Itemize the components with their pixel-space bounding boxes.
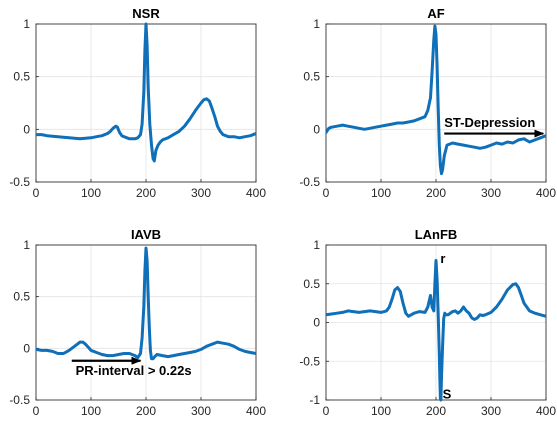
af-annotation-label: ST-Depression <box>444 115 535 130</box>
af-xtick-label: 0 <box>323 186 330 200</box>
iavb-xtick-label: 200 <box>136 404 156 418</box>
lanfb-ytick-label: -0.5 <box>299 354 320 368</box>
af-ytick-label: 1 <box>313 17 320 31</box>
iavb-ytick-label: 0.5 <box>13 290 30 304</box>
iavb-xtick-label: 400 <box>246 404 266 418</box>
lanfb-ytick-label: -1 <box>309 393 320 407</box>
lanfb-ytick-label: 0 <box>313 316 320 330</box>
panel-lanfb: 0 100 200 300 400 -1 -0.5 0 0.5 1 LAnFB r S <box>299 227 556 418</box>
lanfb-ytick-label: 0.5 <box>303 277 320 291</box>
af-ytick-label: 0 <box>313 122 320 136</box>
iavb-xtick-label: 300 <box>191 404 211 418</box>
nsr-ecg-trace <box>36 22 256 163</box>
iavb-xtick-label: 0 <box>33 404 40 418</box>
af-xtick-label: 100 <box>371 186 391 200</box>
nsr-ytick-label: 0 <box>23 122 30 136</box>
nsr-title: NSR <box>132 6 160 21</box>
lanfb-xtick-label: 300 <box>481 404 501 418</box>
lanfb-annotation-label: r <box>440 251 445 266</box>
af-ytick-label: -0.5 <box>299 175 320 189</box>
nsr-xtick-label: 100 <box>81 186 101 200</box>
lanfb-title: LAnFB <box>415 227 458 242</box>
lanfb-xtick-label: 0 <box>323 404 330 418</box>
nsr-ytick-label: -0.5 <box>9 175 30 189</box>
iavb-ytick-label: 0 <box>23 341 30 355</box>
af-ytick-label: 0.5 <box>303 70 320 84</box>
lanfb-ytick-label: 1 <box>313 238 320 252</box>
nsr-ytick-label: 1 <box>23 17 30 31</box>
iavb-annotation-label: PR-interval > 0.22s <box>76 363 192 378</box>
af-xtick-label: 200 <box>426 186 446 200</box>
nsr-xtick-label: 300 <box>191 186 211 200</box>
nsr-xtick-label: 400 <box>246 186 266 200</box>
nsr-ytick-label: 0.5 <box>13 70 30 84</box>
nsr-xtick-label: 0 <box>33 186 40 200</box>
iavb-title: IAVB <box>131 227 161 242</box>
iavb-ytick-label: -0.5 <box>9 393 30 407</box>
af-ecg-trace <box>326 24 546 176</box>
lanfb-xtick-label: 100 <box>371 404 391 418</box>
iavb-xtick-label: 100 <box>81 404 101 418</box>
lanfb-annotation-label: S <box>443 387 452 402</box>
lanfb-xtick-label: 200 <box>426 404 446 418</box>
af-xtick-label: 400 <box>536 186 556 200</box>
lanfb-ecg-trace <box>326 259 546 402</box>
lanfb-xtick-label: 400 <box>536 404 556 418</box>
iavb-ytick-label: 1 <box>23 238 30 252</box>
iavb-ecg-trace <box>36 246 256 361</box>
af-title: AF <box>427 6 444 21</box>
nsr-xtick-label: 200 <box>136 186 156 200</box>
af-xtick-label: 300 <box>481 186 501 200</box>
